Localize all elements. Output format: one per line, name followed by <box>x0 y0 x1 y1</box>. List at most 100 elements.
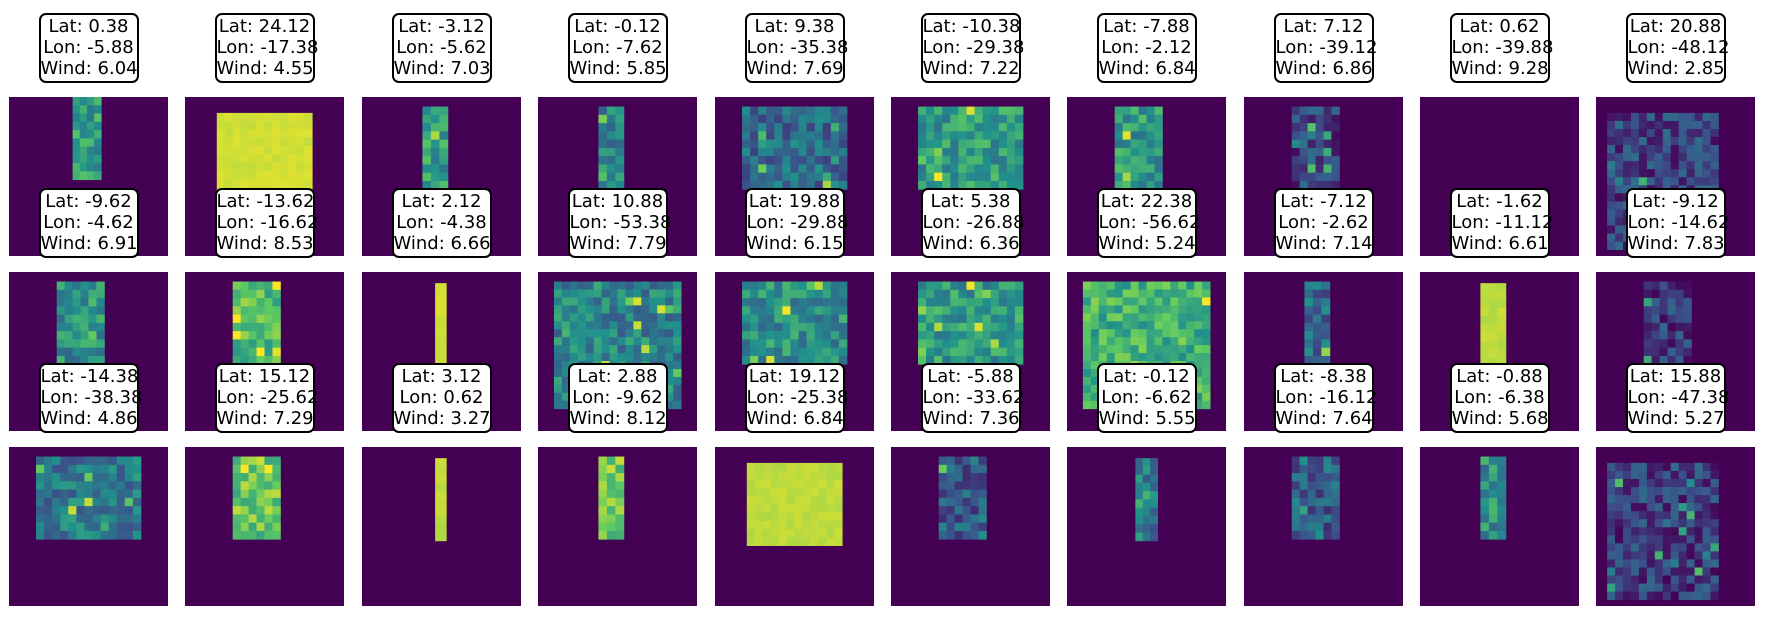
heatmap-cell <box>1654 478 1664 488</box>
heatmap-cell <box>1006 139 1016 149</box>
heatmap-cell <box>132 506 142 515</box>
heatmap-cell <box>72 339 81 349</box>
coordinate-label: Lat: 0.38 Lon: -5.88 Wind: 6.04 <box>38 13 139 83</box>
heatmap-cell <box>946 506 955 515</box>
heatmap-cell <box>1146 180 1155 190</box>
heatmap-cell <box>1299 114 1308 124</box>
heatmap-cell <box>778 520 787 530</box>
heatmap-cell <box>990 164 1000 174</box>
heatmap-cell <box>1315 131 1324 141</box>
heatmap-cell <box>778 495 787 505</box>
heatmap-cell <box>1299 522 1308 532</box>
heatmap-cell <box>72 298 81 307</box>
heatmap-cell <box>814 355 824 365</box>
coordinate-label: Lat: -10.38 Lon: -29.38 Wind: 7.22 <box>920 13 1024 83</box>
coordinate-label: Lat: 10.88 Lon: -53.38 Wind: 7.79 <box>567 188 671 258</box>
heatmap-cell <box>974 164 984 174</box>
heatmap-cell <box>826 487 835 497</box>
heatmap-cell <box>1130 353 1139 362</box>
heatmap-cell <box>44 473 53 482</box>
heatmap-cell <box>439 147 449 157</box>
heatmap-cell <box>790 114 799 124</box>
heatmap-cell <box>1654 169 1664 178</box>
heatmap-cell <box>569 297 579 306</box>
heatmap-cell <box>742 123 751 132</box>
heatmap-cell <box>962 522 971 532</box>
heatmap-cell <box>1654 551 1664 560</box>
heatmap-cell <box>998 298 1008 307</box>
heatmap-cell <box>240 456 249 466</box>
heatmap-cell <box>430 139 440 149</box>
heatmap-cell <box>1615 241 1624 251</box>
heatmap-cell <box>561 400 571 410</box>
heatmap-cell <box>1312 314 1322 324</box>
heatmap-cell <box>435 341 447 350</box>
heatmap-cell <box>1122 353 1131 362</box>
heatmap-cell <box>1710 145 1719 154</box>
heatmap-cell <box>264 137 273 147</box>
heatmap-cell <box>950 289 959 299</box>
heatmap-cell <box>1307 123 1316 132</box>
heatmap-cell <box>810 462 819 472</box>
heatmap-cell <box>1154 297 1163 306</box>
heatmap-cell <box>1670 153 1680 162</box>
label-lat: Lat: -14.38 <box>40 366 139 387</box>
heatmap-cell <box>1615 495 1624 504</box>
heatmap-cell <box>818 495 827 505</box>
heatmap-cell <box>79 113 88 123</box>
heatmap-cell <box>1006 164 1016 174</box>
heatmap-cell <box>1497 341 1507 350</box>
heatmap-cell <box>1014 314 1024 324</box>
heatmap-cell <box>806 164 816 174</box>
heatmap-cell <box>1146 164 1155 174</box>
heatmap-cell <box>264 331 273 340</box>
heatmap-cell <box>1194 376 1203 386</box>
heatmap-cell <box>256 162 265 172</box>
heatmap-cell <box>124 506 134 515</box>
heatmap-cell <box>598 489 608 499</box>
heatmap-cell <box>1122 172 1131 182</box>
heatmap-cell <box>36 522 45 532</box>
heatmap-cell <box>790 314 799 324</box>
heatmap-cell <box>1702 478 1711 488</box>
heatmap-cell <box>1114 180 1124 190</box>
heatmap-cell <box>124 481 134 491</box>
heatmap-cell <box>52 456 61 466</box>
heatmap-cell <box>1607 209 1616 218</box>
heatmap-cell <box>1312 298 1322 307</box>
heatmap-cell <box>577 345 587 354</box>
heatmap-cell <box>1654 519 1664 528</box>
heatmap-cell <box>80 331 89 340</box>
heatmap-cell <box>1014 306 1024 316</box>
label-lat: Lat: 9.38 <box>754 16 835 37</box>
heatmap-cell <box>918 164 927 174</box>
heatmap-cell <box>946 530 955 540</box>
heatmap-cell <box>1683 339 1692 349</box>
heatmap-cell <box>1114 313 1124 322</box>
heatmap-cell <box>606 147 616 157</box>
heatmap-cell <box>1646 169 1656 178</box>
heatmap-cell <box>926 331 935 340</box>
heatmap-image <box>362 447 521 606</box>
heatmap-cell <box>966 164 975 174</box>
heatmap-cell <box>1686 519 1695 528</box>
heatmap-cell <box>774 306 783 316</box>
heatmap-cell <box>561 313 571 322</box>
heatmap-cell <box>64 322 73 332</box>
heatmap-cell <box>72 306 81 316</box>
label-lon: Lon: -17.38 <box>216 37 319 58</box>
heatmap-cell <box>946 481 955 491</box>
heatmap-cell <box>1694 462 1703 472</box>
heatmap-cell <box>264 456 273 466</box>
heatmap-cell <box>782 339 791 349</box>
heatmap-cell <box>56 347 66 357</box>
heatmap-cell <box>1662 575 1672 584</box>
heatmap-cell <box>1315 522 1324 532</box>
heatmap-cell <box>1646 177 1656 186</box>
heatmap-cell <box>978 489 987 499</box>
heatmap-cell <box>240 355 249 365</box>
heatmap-cell <box>1307 464 1316 474</box>
heatmap-cell <box>649 313 658 322</box>
heatmap-cell <box>673 297 682 306</box>
heatmap-cell <box>641 305 650 314</box>
